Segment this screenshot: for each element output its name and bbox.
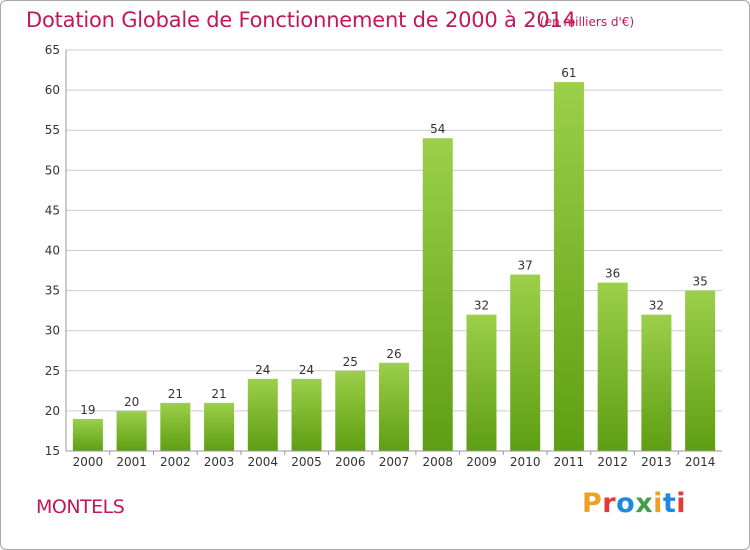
chart-title: Dotation Globale de Fonctionnement de 20…: [26, 8, 576, 32]
bar[interactable]: [116, 410, 147, 451]
x-tick-label: 2009: [466, 455, 497, 469]
y-tick-label: 50: [45, 163, 60, 177]
y-tick-label: 15: [45, 444, 60, 458]
x-tick-label: 2003: [204, 455, 235, 469]
proxiti-logo[interactable]: Proxiti: [582, 488, 686, 519]
logo-letter: t: [662, 488, 677, 519]
x-tick-label: 2006: [335, 455, 366, 469]
x-tick-label: 2011: [554, 455, 585, 469]
bar[interactable]: [247, 378, 278, 451]
x-tick-label: 2012: [597, 455, 628, 469]
bar[interactable]: [597, 282, 628, 451]
bar-value-label: 26: [386, 347, 401, 361]
logo-letter: o: [616, 488, 636, 519]
x-tick-label: 2004: [248, 455, 279, 469]
bar-value-label: 20: [124, 395, 139, 409]
logo-letter: i: [676, 488, 687, 519]
x-tick-label: 2008: [422, 455, 453, 469]
logo-letter: r: [602, 488, 617, 519]
chart-unit-label: (en milliers d'€): [540, 15, 635, 29]
bar[interactable]: [379, 362, 409, 451]
bar-value-label: 21: [168, 387, 183, 401]
logo-letter: P: [582, 488, 603, 519]
x-tick-label: 2014: [685, 455, 716, 469]
bar[interactable]: [291, 378, 322, 451]
y-tick-label: 35: [45, 284, 60, 298]
bar[interactable]: [422, 138, 453, 451]
bar-value-label: 21: [211, 387, 226, 401]
bar-value-label: 25: [343, 355, 358, 369]
x-tick-label: 2013: [641, 455, 672, 469]
bar-value-label: 19: [80, 403, 95, 417]
bar-value-label: 37: [518, 259, 533, 273]
y-tick-label: 25: [45, 364, 60, 378]
x-tick-label: 2007: [379, 455, 410, 469]
bar[interactable]: [685, 290, 716, 451]
axis-layer: 15 20 25 30 35 40 45 50 55 60 65 2000 2001 2002 2003 20…: [45, 43, 722, 469]
bar-value-label: 32: [474, 299, 489, 313]
x-tick-label: 2002: [160, 455, 191, 469]
bar-layer: 19 20 21 21 24 24 25 26 54 32 37 61 36 32 35: [72, 66, 716, 451]
bar[interactable]: [335, 370, 366, 451]
y-tick-label: 30: [45, 324, 60, 338]
bar-value-label: 36: [605, 267, 620, 281]
bar[interactable]: [510, 274, 541, 451]
bar[interactable]: [466, 314, 497, 451]
bar[interactable]: [641, 314, 672, 451]
y-tick-label: 20: [45, 404, 60, 418]
y-tick-label: 65: [45, 43, 60, 57]
bar-value-label: 32: [649, 299, 664, 313]
bar-value-label: 24: [255, 363, 270, 377]
bar-value-label: 61: [561, 66, 576, 80]
bar[interactable]: [204, 402, 235, 451]
x-tick-label: 2000: [73, 455, 104, 469]
x-tick-label: 2001: [116, 455, 147, 469]
x-tick-label: 2010: [510, 455, 541, 469]
bar[interactable]: [160, 402, 191, 451]
bar-value-label: 35: [692, 275, 707, 289]
logo-letter: x: [635, 488, 654, 519]
bar-value-label: 24: [299, 363, 314, 377]
bar-value-label: 54: [430, 122, 445, 136]
bar[interactable]: [72, 418, 103, 451]
y-tick-label: 40: [45, 244, 60, 258]
logo-letter: i: [653, 488, 663, 519]
y-tick-label: 45: [45, 203, 60, 217]
y-tick-label: 55: [45, 123, 60, 137]
x-tick-label: 2005: [291, 455, 322, 469]
y-tick-label: 60: [45, 83, 60, 97]
bar[interactable]: [553, 82, 584, 451]
commune-name: MONTELS: [36, 496, 125, 518]
